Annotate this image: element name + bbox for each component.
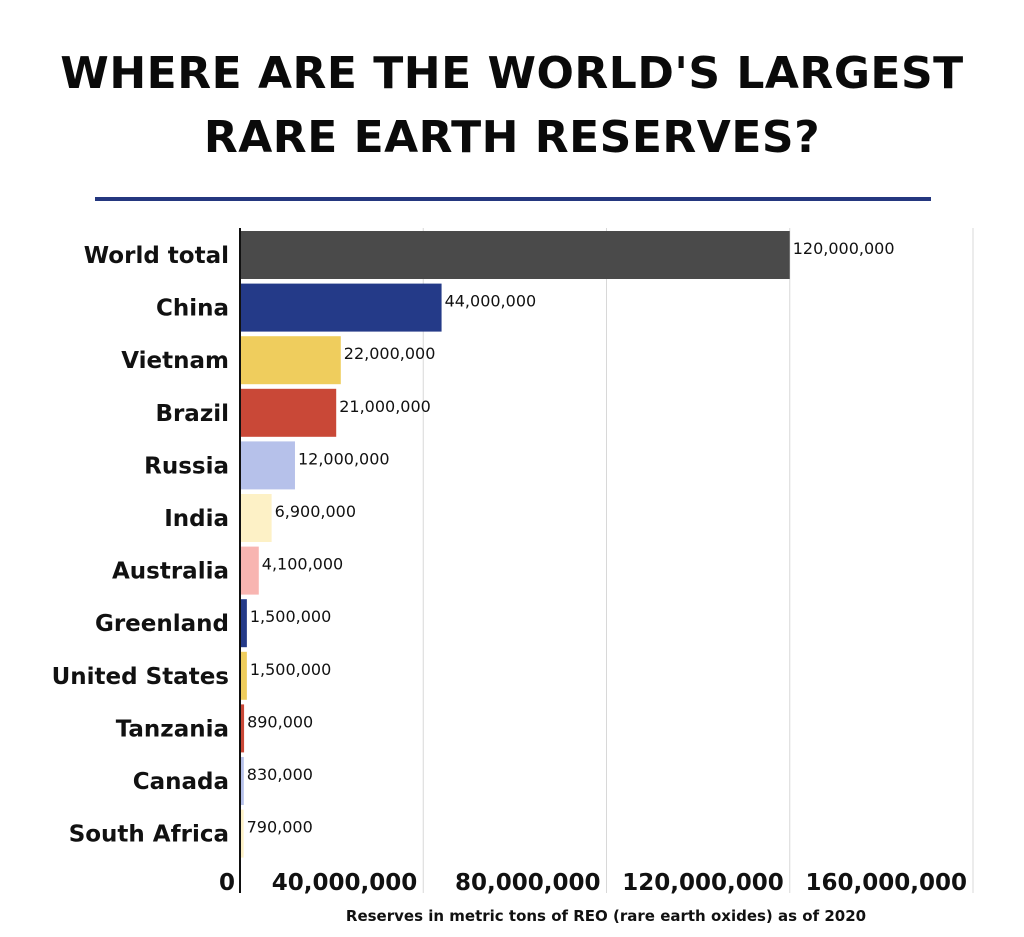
value-label-0: 120,000,000 bbox=[793, 239, 895, 258]
bar-4 bbox=[240, 441, 295, 490]
bar-6 bbox=[240, 546, 259, 595]
bar-8 bbox=[240, 651, 247, 700]
chart-title: WHERE ARE THE WORLD'S LARGEST RARE EARTH… bbox=[0, 42, 1024, 170]
value-label-9: 890,000 bbox=[247, 712, 313, 731]
x-tick-label-4: 160,000,000 bbox=[805, 870, 967, 896]
bar-2 bbox=[240, 336, 341, 385]
category-label-5: India bbox=[164, 506, 229, 532]
category-label-11: South Africa bbox=[69, 822, 229, 848]
bar-1 bbox=[240, 283, 442, 332]
category-label-8: United States bbox=[52, 664, 229, 690]
x-tick-label-0: 0 bbox=[219, 870, 235, 896]
category-label-10: Canada bbox=[133, 769, 229, 795]
category-label-6: Australia bbox=[112, 559, 229, 585]
title-line-2: RARE EARTH RESERVES? bbox=[203, 112, 821, 163]
title-divider bbox=[95, 197, 931, 201]
category-label-7: Greenland bbox=[95, 611, 229, 637]
bar-11 bbox=[240, 809, 244, 858]
x-tick-label-3: 120,000,000 bbox=[622, 870, 784, 896]
value-label-11: 790,000 bbox=[247, 818, 313, 837]
value-label-6: 4,100,000 bbox=[262, 555, 343, 574]
value-label-10: 830,000 bbox=[247, 765, 313, 784]
x-tick-label-1: 40,000,000 bbox=[272, 870, 418, 896]
category-label-4: Russia bbox=[144, 453, 229, 479]
x-tick-label-2: 80,000,000 bbox=[455, 870, 601, 896]
value-label-7: 1,500,000 bbox=[250, 607, 331, 626]
bar-7 bbox=[240, 599, 247, 648]
bar-5 bbox=[240, 494, 272, 542]
value-label-3: 21,000,000 bbox=[339, 397, 431, 416]
value-label-8: 1,500,000 bbox=[250, 660, 331, 679]
x-axis-label: Reserves in metric tons of REO (rare ear… bbox=[346, 907, 866, 925]
bar-10 bbox=[240, 757, 244, 805]
value-label-4: 12,000,000 bbox=[298, 449, 390, 468]
category-label-9: Tanzania bbox=[116, 716, 229, 742]
title-line-1: WHERE ARE THE WORLD'S LARGEST bbox=[60, 48, 964, 99]
category-label-0: World total bbox=[84, 243, 229, 269]
value-label-2: 22,000,000 bbox=[344, 344, 436, 363]
category-label-3: Brazil bbox=[155, 401, 229, 427]
category-label-2: Vietnam bbox=[121, 348, 229, 374]
value-label-1: 44,000,000 bbox=[445, 292, 537, 311]
bar-9 bbox=[240, 704, 245, 753]
bar-3 bbox=[240, 388, 337, 437]
value-label-5: 6,900,000 bbox=[275, 502, 356, 521]
bar-0 bbox=[240, 231, 790, 279]
category-label-1: China bbox=[156, 296, 229, 322]
